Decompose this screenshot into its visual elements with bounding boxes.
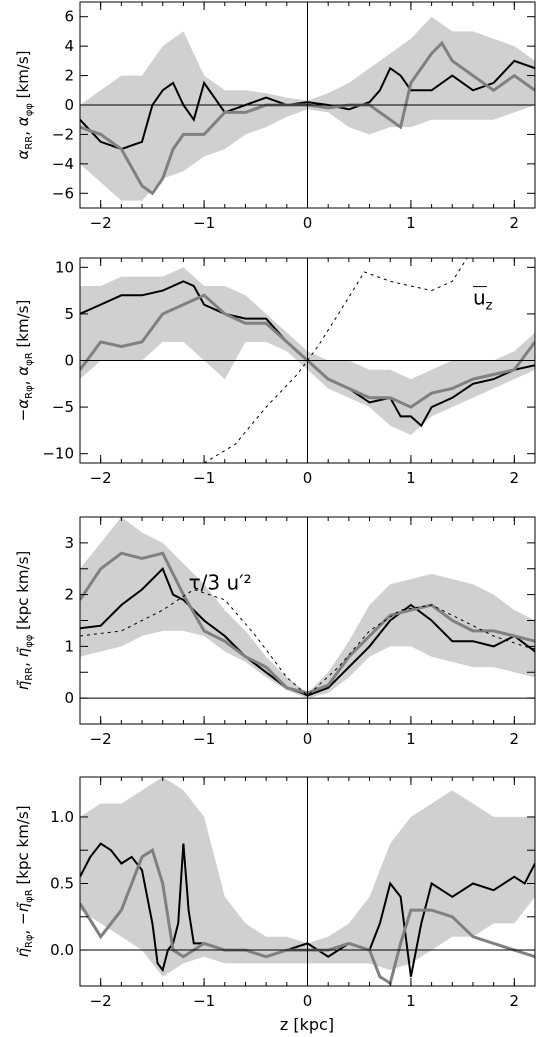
panel-3: −2 −1 0 1 2 0 1 2 3 η̃RR, η̃φφ [kpc km/s] τ/3 u′² [14, 516, 536, 748]
y-tick-label: 1 [64, 637, 74, 655]
x-tick-label: 1 [406, 730, 416, 748]
y-axis-label: −αRφ, αφR [km/s] [14, 300, 35, 422]
x-tick-label: 0 [303, 730, 313, 748]
uncertainty-band [80, 267, 535, 435]
x-tick-label: −2 [90, 730, 112, 748]
x-tick-label: −1 [193, 992, 215, 1010]
x-tick-label: 2 [510, 992, 520, 1010]
x-tick-label: 1 [406, 214, 416, 232]
y-tick-label: −10 [42, 445, 74, 463]
y-tick-label: −5 [52, 398, 74, 416]
y-axis-label: η̃RR, η̃φφ [kpc km/s] [14, 551, 35, 691]
x-tick-label: −2 [90, 992, 112, 1010]
x-tick-label: −1 [193, 214, 215, 232]
y-tick-label: −4 [52, 155, 74, 173]
x-tick-label: −1 [193, 730, 215, 748]
x-tick-label: 0 [303, 992, 313, 1010]
y-tick-label: 0 [64, 352, 74, 370]
y-tick-label: 1.0 [50, 808, 74, 826]
x-tick-label: 2 [510, 469, 520, 487]
x-tick-label: 2 [510, 730, 520, 748]
y-tick-label: 0.5 [50, 874, 74, 892]
annotation-label: uz [473, 286, 493, 314]
x-tick-label: 1 [406, 469, 416, 487]
y-tick-label: 6 [64, 8, 74, 26]
uncertainty-band [80, 517, 535, 699]
y-tick-label: 5 [64, 305, 74, 323]
y-tick-label: 0 [64, 96, 74, 114]
y-axis-label: η̃Rφ, −η̃φR [kpc km/s] [14, 805, 35, 957]
x-tick-label: 2 [510, 214, 520, 232]
x-axis-label: z [kpc] [280, 1015, 334, 1034]
x-tick-label: 0 [303, 214, 313, 232]
x-tick-label: 0 [303, 469, 313, 487]
x-tick-label: −2 [90, 214, 112, 232]
series-line-dashed [80, 588, 535, 697]
annotation-label: τ/3 u′² [189, 570, 252, 594]
y-tick-label: 0 [64, 689, 74, 707]
x-tick-label: 1 [406, 992, 416, 1010]
y-tick-label: −6 [52, 184, 74, 202]
x-tick-label: −2 [90, 469, 112, 487]
panel-1: −2 −1 0 1 2 −6 −4 −2 0 2 4 6 αRR, αφφ [km/s] [14, 1, 536, 232]
y-tick-label: 0.0 [50, 941, 74, 959]
x-tick-label: −1 [193, 469, 215, 487]
y-tick-label: 4 [64, 37, 74, 55]
panel-4: −2 −1 0 1 2 0.0 0.5 1.0 η̃Rφ, −η̃φR [kpc km/s] [14, 776, 536, 1010]
y-tick-label: 2 [64, 67, 74, 85]
series-line-dashed [203, 258, 468, 463]
y-tick-label: −2 [52, 125, 74, 143]
y-tick-label: 3 [64, 534, 74, 552]
y-tick-label: 10 [55, 258, 74, 276]
y-tick-label: 2 [64, 586, 74, 604]
y-axis-label: αRR, αφφ [km/s] [14, 50, 35, 159]
